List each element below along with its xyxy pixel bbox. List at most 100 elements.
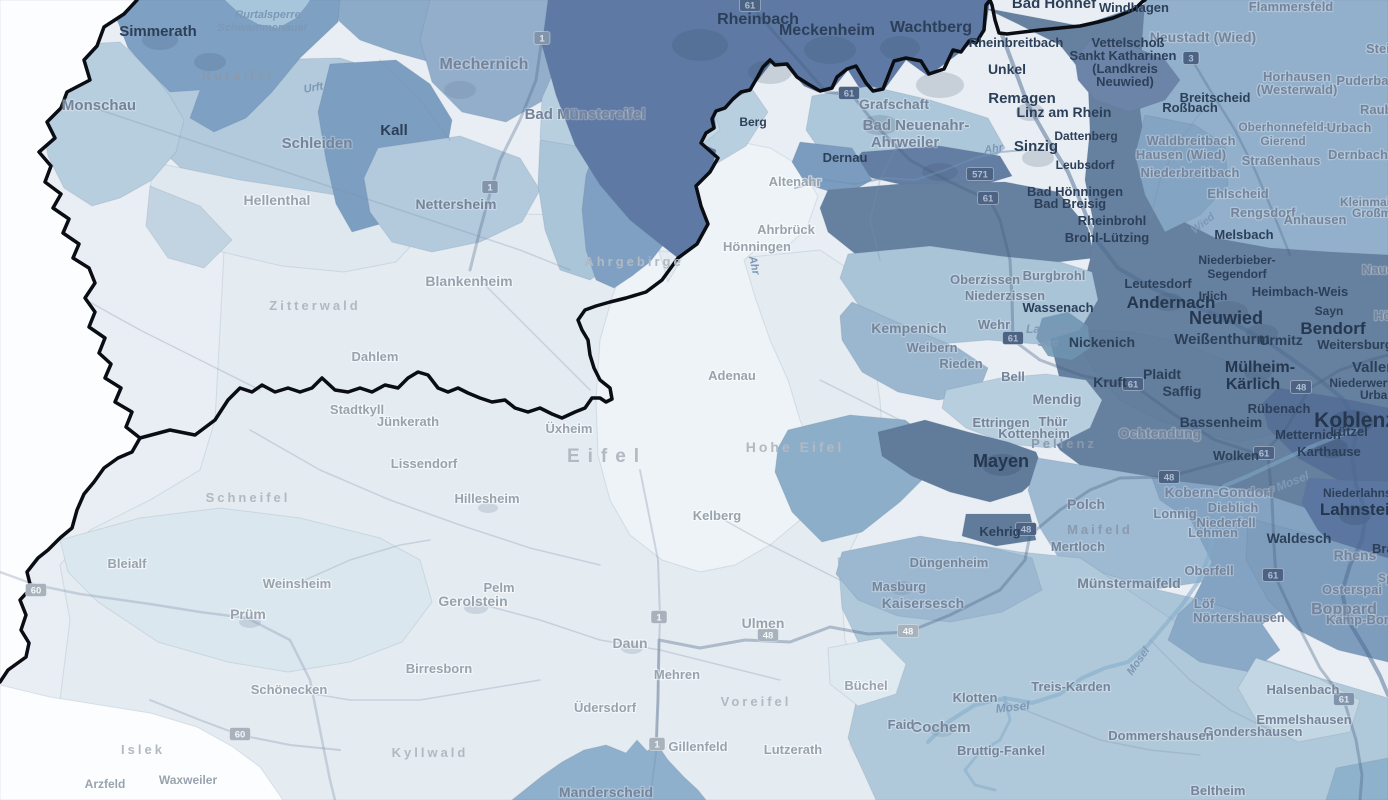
map-label: Bendorf (1300, 319, 1366, 338)
road-shield-label: 60 (235, 730, 246, 741)
road-shield (25, 583, 47, 597)
urban-patch (1246, 324, 1278, 342)
road-b3 (1189, 56, 1292, 257)
map-label: Kall (380, 122, 408, 139)
road-shield-label: 1 (487, 183, 493, 194)
map-label: Wachtberg (890, 19, 972, 36)
map-label: Vallendar (1352, 359, 1388, 376)
road-shield-label: 61 (983, 194, 994, 205)
road-shield (1290, 380, 1312, 394)
region-islek-white[interactable] (0, 684, 284, 800)
region-manderscheid-med[interactable] (511, 739, 707, 800)
urban-patch (464, 602, 488, 614)
map-label: Bad Hönningen (1027, 184, 1123, 199)
urban-patch (1244, 363, 1272, 381)
map-label: Klotten (953, 690, 998, 705)
map-label: Lutzerath (764, 742, 823, 757)
map-label: Bad Honnef (1012, 0, 1097, 12)
map-label: Oberzissen (950, 272, 1020, 287)
road-shield (757, 628, 779, 642)
region-pruem-band[interactable] (59, 507, 433, 673)
urban-patch (1330, 410, 1374, 434)
road-shield-label: 61 (1339, 695, 1350, 706)
region-kaisersesch-medlight[interactable] (835, 535, 1043, 623)
region-mendig-light[interactable] (941, 373, 1103, 449)
map-label: Wehr (978, 317, 1010, 332)
map-label: Beltheim (1191, 783, 1246, 798)
road-local-7 (85, 299, 261, 391)
region-vettelschoss-dark[interactable] (1074, 39, 1181, 113)
map-label: Neuwied (1189, 308, 1263, 328)
map-label: Cochem (911, 719, 970, 736)
region-waldbreitbach-med[interactable] (1134, 114, 1229, 233)
map-label: Leubsdorf (1056, 158, 1116, 172)
road-local-6 (295, 539, 431, 585)
region-halsenbach-pale[interactable] (1237, 657, 1361, 743)
map-label: Schönecken (251, 682, 328, 697)
map-label: Koblenz (1314, 409, 1388, 432)
road-local-5 (716, 515, 841, 581)
map-label: Gondershausen (1204, 724, 1303, 739)
urban-patch (239, 616, 261, 628)
map-label: Rureifel (202, 68, 274, 83)
map-label: Dernau (823, 150, 868, 165)
map-label: Blankenheim (425, 273, 512, 289)
map-label: Rheinbrohl (1078, 213, 1147, 228)
region-hellenthal-west[interactable] (145, 185, 233, 269)
map-label: Lonnig (1153, 506, 1196, 521)
region-nettersheim[interactable] (363, 135, 541, 253)
river-rhein (1000, 33, 1388, 697)
road-a48 (654, 353, 1388, 747)
map-label: Rheinbach (717, 11, 799, 28)
map-label: Hillesheim (454, 491, 519, 506)
map-label: Leutesdorf (1124, 276, 1192, 291)
map-label: Manderscheid (559, 784, 653, 800)
map-label: Nauort (1362, 262, 1388, 277)
map-label: Mosel (995, 698, 1031, 716)
map-label: Gierend (1260, 134, 1305, 148)
map-label: Mayen (973, 451, 1029, 471)
road-shield-label: 61 (1008, 334, 1019, 345)
region-simmerath[interactable] (97, 0, 341, 133)
map-label: Polch (1067, 496, 1105, 512)
region-kempenich-medlight[interactable] (839, 301, 989, 401)
road-shield-label: 48 (903, 627, 914, 638)
border-belgium-border (0, 0, 142, 684)
map-label: Saffig (1163, 383, 1202, 399)
road-local-2 (249, 429, 601, 566)
road-shield (481, 180, 499, 194)
region-bottomright-med[interactable] (1325, 757, 1388, 800)
map-label: Altenahr (769, 174, 822, 189)
map-label: (Landkreis (1092, 61, 1158, 76)
region-kehrig-dark[interactable] (961, 513, 1037, 547)
road-shield-label: 61 (844, 89, 855, 100)
map-label: Ehlscheid (1207, 186, 1268, 201)
map-label: Zitterwald (269, 298, 360, 313)
road-shield-label: 3 (1188, 54, 1193, 65)
map-label: Sinzig (1014, 138, 1058, 155)
urban-patch (890, 581, 914, 595)
map-label: Rhens (1334, 547, 1377, 563)
map-label: Kruft (1093, 374, 1127, 390)
map-label: Melsbach (1214, 227, 1273, 242)
map-label: Laacher (1026, 322, 1073, 336)
map-label: Masburg (872, 579, 926, 594)
map-label: Ahrweiler (871, 134, 940, 151)
map-label: Nettersheim (416, 196, 497, 212)
region-noertershausen-med[interactable] (1167, 597, 1281, 673)
road-shield-label: 1 (656, 613, 662, 624)
map-label: Linz am Rhein (1017, 104, 1112, 120)
urban-patch (478, 503, 498, 513)
map-label: Karthause (1297, 444, 1361, 459)
road-shield (1122, 377, 1144, 391)
road-local-12 (479, 279, 591, 391)
region-pellenz-dark[interactable] (1081, 329, 1293, 443)
map-label: Dattenberg (1054, 129, 1117, 143)
map-label: Schwammenauel (217, 22, 307, 34)
region-buechel-pale[interactable] (827, 637, 907, 707)
road-shield (1002, 331, 1024, 345)
map-label: Andernach (1127, 293, 1216, 312)
map-label: Oberhonnefeld- (1238, 120, 1327, 134)
